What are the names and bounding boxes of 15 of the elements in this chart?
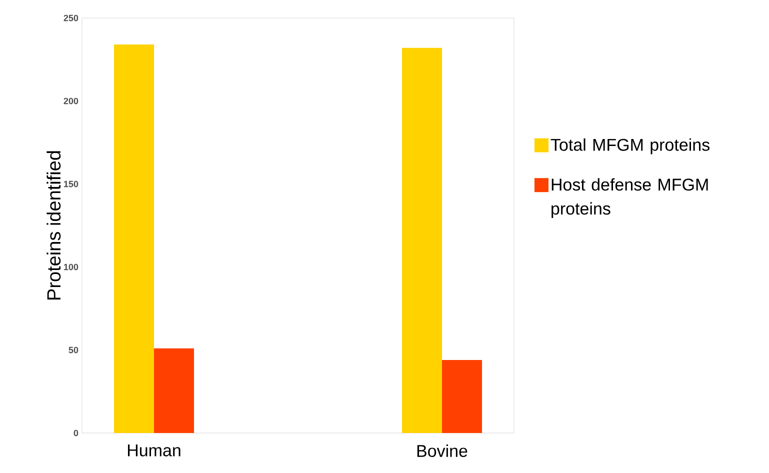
y-tick-label: 200 bbox=[64, 98, 78, 104]
y-tick-label: 50 bbox=[68, 346, 78, 354]
x-tick-label: Bovine bbox=[417, 444, 468, 458]
y-tick-label: 150 bbox=[64, 180, 78, 188]
y-tick-label: 250 bbox=[64, 14, 78, 22]
y-axis-title: Proteins identified bbox=[46, 151, 61, 300]
bar bbox=[154, 348, 194, 433]
bar bbox=[402, 48, 442, 433]
y-tick-label: 0 bbox=[74, 430, 78, 436]
legend-label: Host defense MFGM proteins bbox=[552, 178, 708, 218]
legend-label: Total MFGM proteins bbox=[550, 138, 710, 154]
y-tick-label: 100 bbox=[64, 264, 78, 270]
x-tick-label: Human bbox=[128, 444, 180, 456]
bar bbox=[442, 360, 482, 433]
bar bbox=[114, 44, 154, 433]
